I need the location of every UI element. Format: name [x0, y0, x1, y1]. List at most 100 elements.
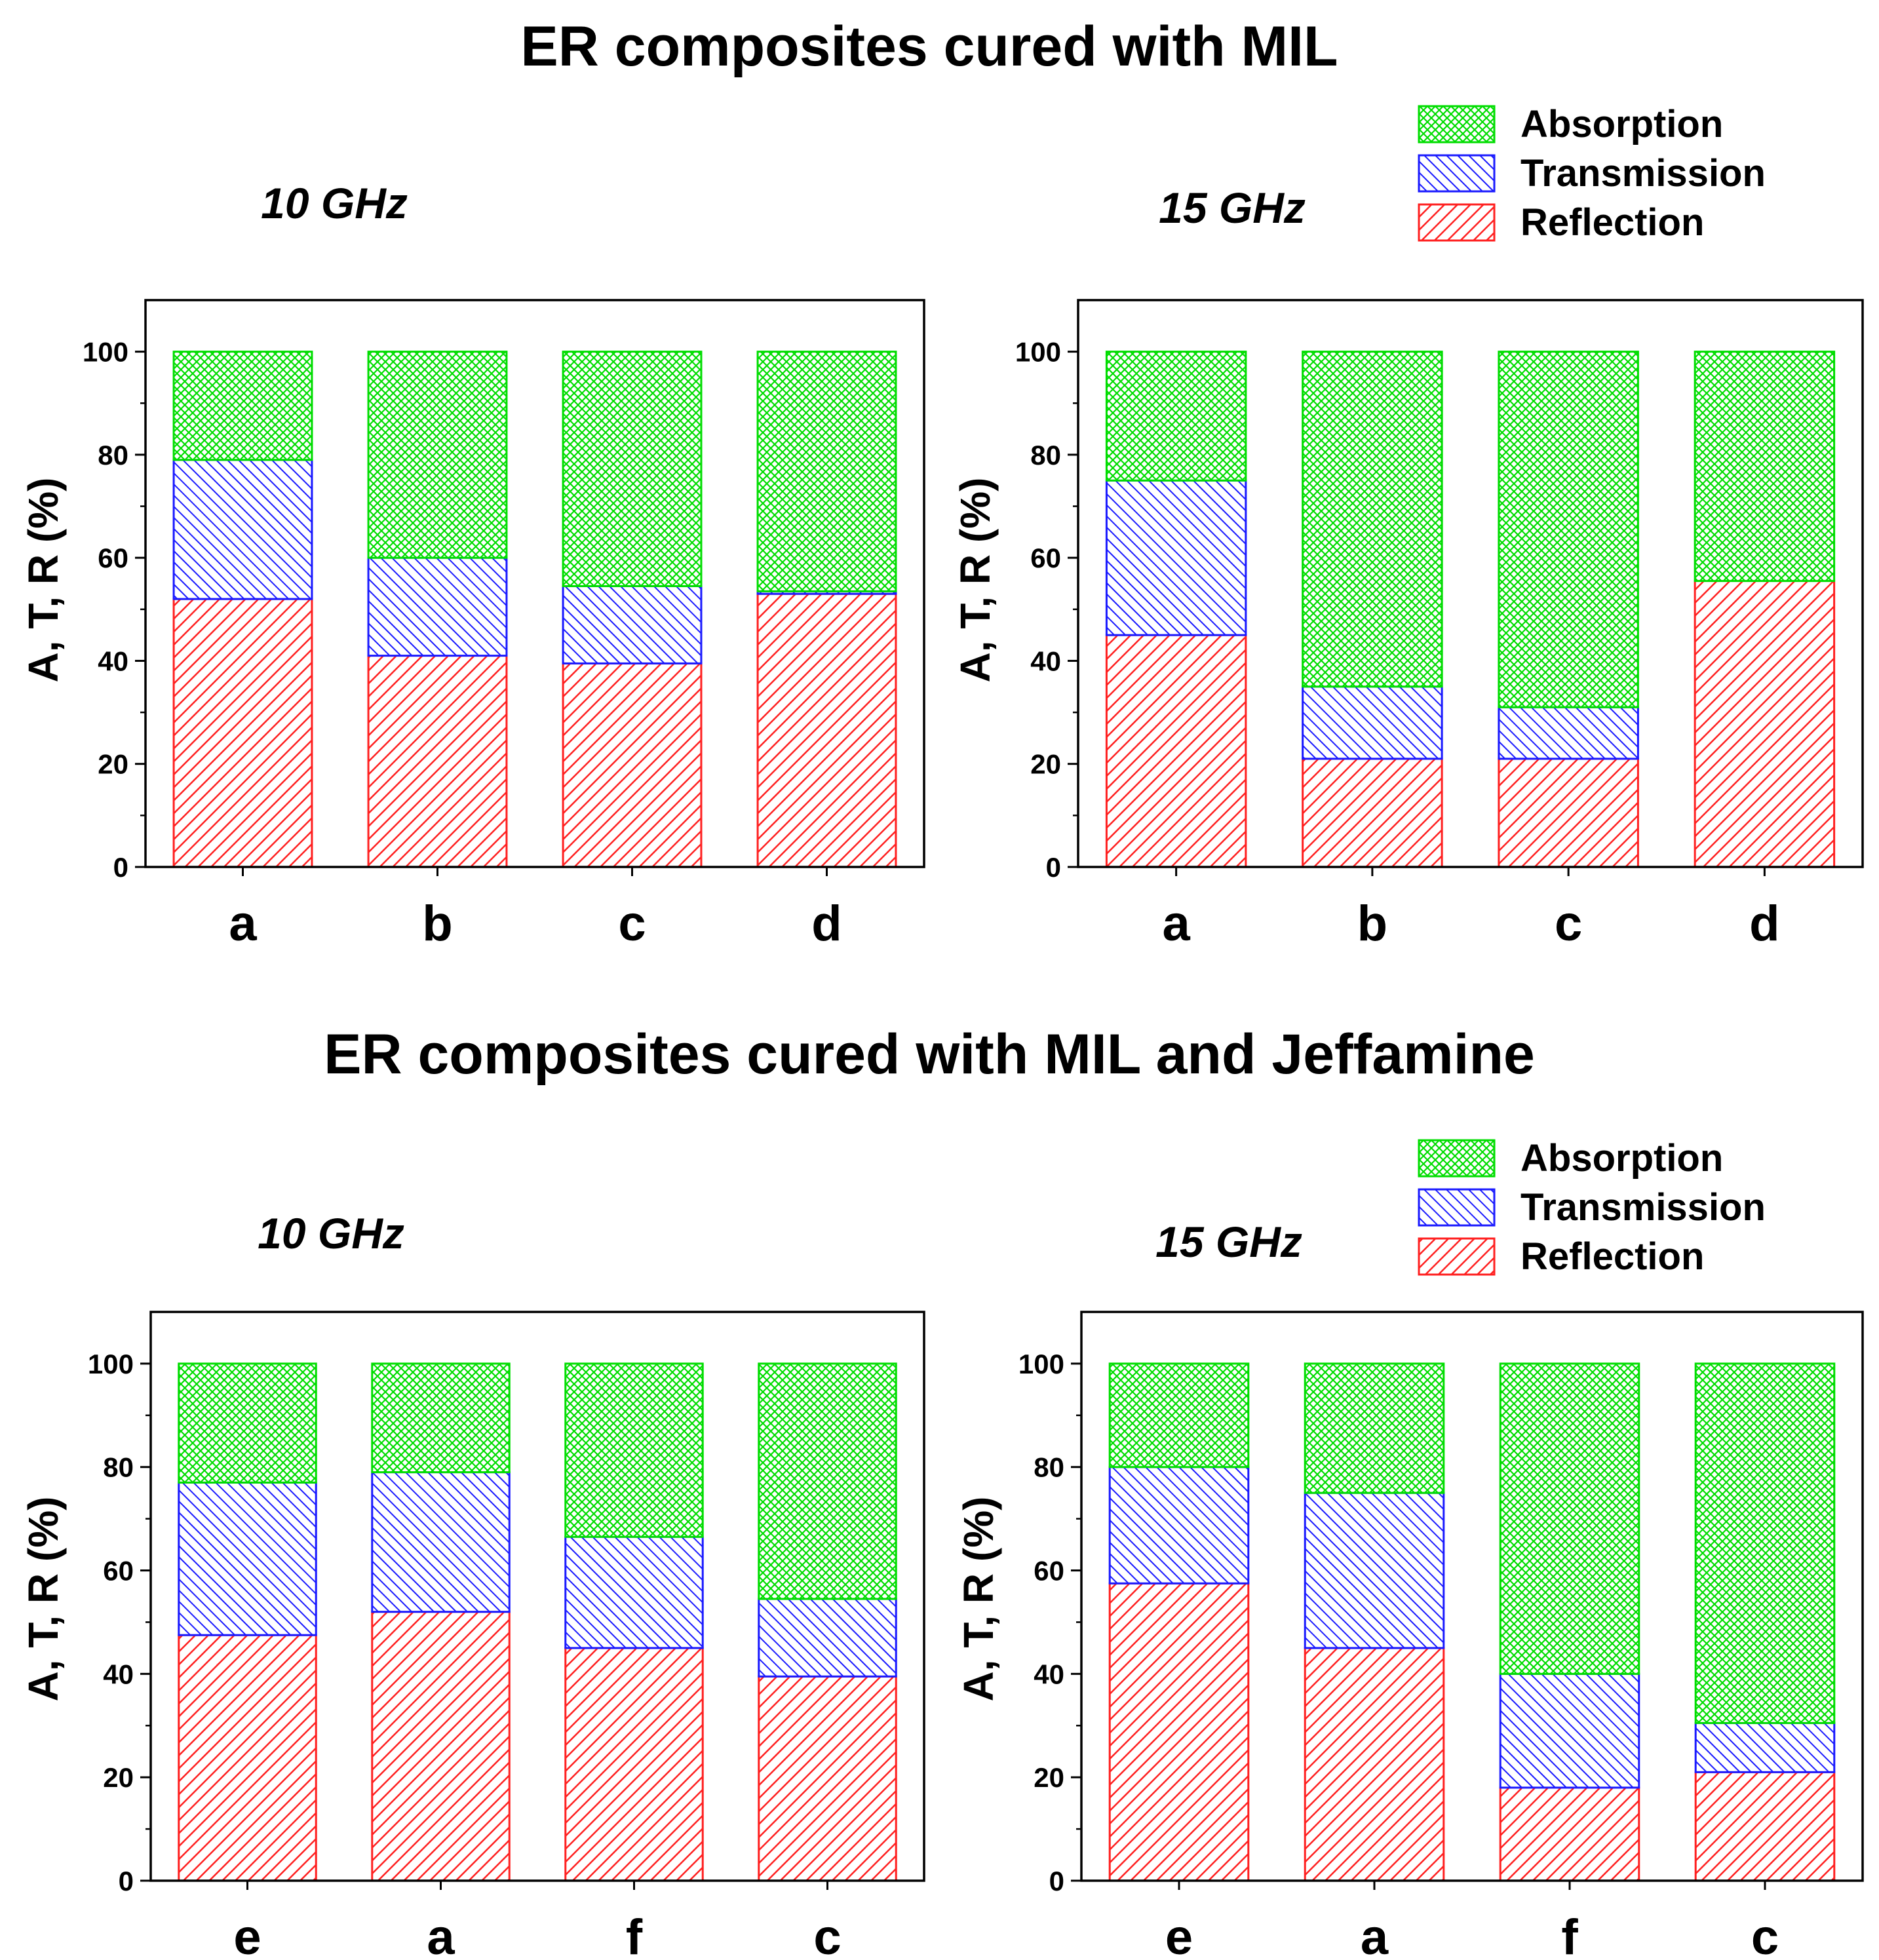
- legend-swatch-reflection: [1418, 1237, 1496, 1276]
- plot-frame: [144, 299, 925, 868]
- bar-absorption-b: [367, 351, 508, 559]
- frequency-label: 10 GHz: [261, 179, 408, 227]
- y-tick-label: 40: [103, 1659, 134, 1689]
- y-tick-label: 0: [119, 1866, 134, 1896]
- bar-reflection-a: [1105, 634, 1247, 868]
- bar-reflection-f: [564, 1647, 704, 1882]
- section-title-mil-jeffamine: ER composites cured with MIL and Jeffami…: [324, 1023, 1535, 1086]
- y-tick-label: 0: [1049, 1866, 1064, 1896]
- bar-transmission-b: [1302, 685, 1443, 760]
- category-label-a: a: [229, 896, 257, 951]
- legend-label-transmission: Transmission: [1521, 1186, 1766, 1229]
- y-tick-label: 60: [1034, 1556, 1064, 1586]
- legend-top: Absorption Transmission Reflection: [1418, 103, 1766, 244]
- category-label-d: d: [1749, 896, 1779, 951]
- legend-swatch-absorption: [1418, 105, 1496, 144]
- bar-reflection-a: [371, 1611, 511, 1882]
- category-label-c: c: [1555, 896, 1582, 951]
- y-tick-label: 80: [98, 440, 128, 471]
- category-label-e: e: [1165, 1910, 1193, 1960]
- y-tick-label: 40: [1030, 645, 1061, 676]
- bar-transmission-a: [1304, 1491, 1445, 1649]
- chart-mil-jeffamine-15ghz: 15 GHz A, T, R (%) e a f c 0 20 40 60 80 100: [955, 1218, 1864, 1960]
- category-label-a: a: [1361, 1910, 1389, 1960]
- bar-absorption-a: [371, 1362, 511, 1474]
- y-tick-label: 100: [88, 1349, 134, 1379]
- legend-swatch-transmission: [1418, 1188, 1496, 1227]
- bar-reflection-c: [562, 662, 703, 868]
- chart-mil-10ghz: 10 GHz A, T, R (%) a b c d 0 20 40 60 80 100: [20, 179, 925, 951]
- legend-swatch-transmission: [1418, 154, 1496, 193]
- bar-transmission-c: [1498, 706, 1639, 760]
- y-tick-label: 20: [1030, 749, 1061, 780]
- bar-absorption-c: [562, 351, 703, 587]
- bar-transmission-c: [562, 585, 703, 664]
- category-label-a: a: [1162, 896, 1190, 951]
- legend-swatch-absorption: [1418, 1139, 1496, 1178]
- legend-label-reflection: Reflection: [1521, 201, 1704, 244]
- bar-reflection-d: [1694, 580, 1836, 868]
- plot-frame: [1077, 299, 1864, 868]
- plot-frame: [149, 1311, 925, 1882]
- bar-transmission-e: [1108, 1466, 1250, 1585]
- y-axis-label: A, T, R (%): [20, 478, 67, 683]
- y-tick-label: 80: [103, 1452, 134, 1483]
- bar-transmission-e: [178, 1481, 317, 1636]
- bar-absorption-c: [1498, 351, 1639, 708]
- y-tick-label: 100: [1018, 1349, 1064, 1379]
- bar-absorption-a: [1105, 351, 1247, 482]
- bar-transmission-b: [367, 556, 508, 657]
- legend-label-reflection: Reflection: [1521, 1235, 1704, 1278]
- bar-absorption-c: [758, 1362, 897, 1600]
- frequency-label: 15 GHz: [1159, 183, 1306, 232]
- bar-reflection-c: [758, 1675, 897, 1882]
- y-tick-label: 60: [1030, 543, 1061, 573]
- bar-reflection-d: [756, 592, 897, 868]
- y-tick-label: 40: [98, 645, 128, 676]
- y-tick-label: 80: [1030, 440, 1061, 471]
- y-tick-label: 20: [1034, 1762, 1064, 1793]
- legend-label-transmission: Transmission: [1521, 152, 1766, 195]
- y-tick-label: 20: [103, 1762, 134, 1793]
- bar-absorption-a: [1304, 1362, 1445, 1494]
- category-label-c: c: [1751, 1910, 1779, 1960]
- bar-reflection-e: [178, 1634, 317, 1882]
- bar-absorption-d: [1694, 351, 1836, 583]
- category-label-b: b: [422, 896, 452, 951]
- legend-label-absorption: Absorption: [1521, 103, 1723, 145]
- plot-frame: [1080, 1311, 1864, 1882]
- bar-absorption-d: [756, 351, 897, 592]
- category-label-e: e: [233, 1910, 261, 1960]
- bar-absorption-e: [178, 1362, 317, 1484]
- bar-reflection-e: [1108, 1582, 1250, 1882]
- category-label-f: f: [1561, 1910, 1578, 1960]
- bar-reflection-b: [367, 655, 508, 868]
- category-label-f: f: [626, 1910, 643, 1960]
- bar-transmission-a: [1105, 479, 1247, 636]
- bar-reflection-c: [1498, 758, 1639, 868]
- bar-reflection-a: [172, 598, 313, 868]
- legend-label-absorption: Absorption: [1521, 1137, 1723, 1180]
- bar-absorption-e: [1108, 1362, 1250, 1469]
- bar-reflection-c: [1694, 1771, 1836, 1882]
- bar-transmission-f: [564, 1535, 704, 1649]
- y-tick-label: 40: [1034, 1659, 1064, 1689]
- category-label-a: a: [427, 1910, 455, 1960]
- chart-mil-jeffamine-10ghz: 10 GHz A, T, R (%) e a f c 0 20 40 60 80 100: [20, 1209, 925, 1960]
- y-tick-label: 60: [98, 543, 128, 573]
- category-label-c: c: [618, 896, 646, 951]
- bar-absorption-b: [1302, 351, 1443, 688]
- y-tick-label: 80: [1034, 1452, 1064, 1483]
- frequency-label: 10 GHz: [258, 1209, 404, 1258]
- bar-reflection-f: [1499, 1786, 1640, 1882]
- category-label-b: b: [1357, 896, 1387, 951]
- bar-absorption-a: [172, 351, 313, 461]
- y-tick-label: 20: [98, 749, 128, 780]
- bar-absorption-f: [564, 1362, 704, 1538]
- bar-transmission-c: [758, 1598, 897, 1678]
- legend-bottom: Absorption Transmission Reflection: [1418, 1137, 1766, 1278]
- y-tick-label: 100: [83, 337, 128, 368]
- bar-transmission-c: [1694, 1721, 1836, 1773]
- bar-transmission-a: [371, 1471, 511, 1613]
